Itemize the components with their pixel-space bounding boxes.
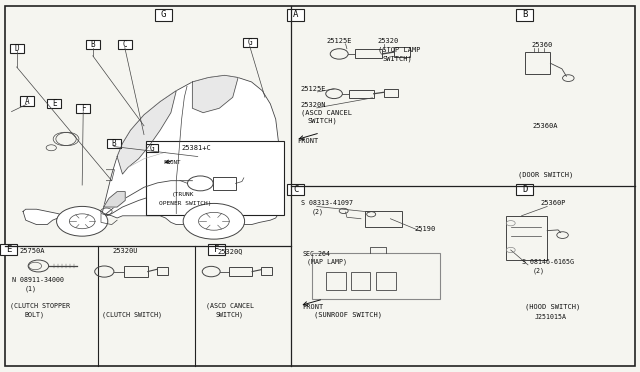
Text: G: G [150,144,155,153]
Polygon shape [23,187,278,225]
Bar [47,99,61,108]
Bar [76,104,90,113]
Text: (HOOD SWITCH): (HOOD SWITCH) [525,304,580,310]
Bar [326,272,346,290]
Bar [394,47,410,57]
Text: OPENER SWITCH): OPENER SWITCH) [159,201,211,206]
Text: (1): (1) [24,285,36,292]
Bar [118,40,132,49]
Text: SWITCH): SWITCH) [215,311,243,318]
Text: (2): (2) [533,267,545,274]
Polygon shape [101,75,278,218]
Text: F: F [81,104,86,113]
Text: (MAP LAMP): (MAP LAMP) [307,259,347,265]
Text: 25320Q: 25320Q [218,248,243,254]
Text: D: D [522,185,527,194]
Text: E: E [6,245,11,254]
Text: 25360P: 25360P [541,200,566,206]
Bar [355,49,382,58]
Bar [146,141,284,215]
Bar [376,272,396,290]
Bar [213,177,236,190]
Text: (2): (2) [312,208,324,215]
Text: A: A [293,10,298,19]
Text: SWITCH): SWITCH) [382,55,412,62]
Bar [287,184,304,195]
Text: (CLUTCH SWITCH): (CLUTCH SWITCH) [102,311,163,318]
Bar [0,244,17,255]
Polygon shape [193,75,238,113]
Text: G: G [161,10,166,19]
Bar [261,267,272,275]
Text: N 08911-34000: N 08911-34000 [12,277,63,283]
Text: (SUNROOF SWITCH): (SUNROOF SWITCH) [314,311,381,318]
Circle shape [183,203,244,239]
Bar [506,216,547,260]
Text: (STOP LAMP: (STOP LAMP [378,47,420,54]
Text: (CLUTCH STOPPER: (CLUTCH STOPPER [10,302,70,309]
Text: 25125E: 25125E [326,38,352,44]
Text: 25125E: 25125E [301,86,326,92]
Text: FRONT: FRONT [297,138,318,144]
Text: 25381+C: 25381+C [181,145,211,151]
Text: D: D [14,44,19,53]
Text: A: A [24,97,29,106]
Text: BOLT): BOLT) [24,311,44,318]
Text: 25190: 25190 [415,226,436,232]
Bar [312,253,440,299]
Text: B: B [111,139,116,148]
Polygon shape [104,192,125,207]
Bar [208,244,225,255]
Text: (ASCD CANCEL: (ASCD CANCEL [206,302,254,309]
Text: SWITCH): SWITCH) [307,118,337,124]
Text: B: B [90,40,95,49]
Text: E: E [52,99,57,108]
Text: C: C [293,185,298,194]
Bar [229,267,252,276]
Text: J251015A: J251015A [534,314,566,320]
Bar [525,52,550,74]
Text: 25320: 25320 [378,38,399,44]
Text: FRONT: FRONT [164,160,181,165]
Bar [287,9,304,20]
Text: S 08313-41097: S 08313-41097 [301,200,353,206]
Bar [155,9,172,20]
Bar [351,272,370,290]
Text: (TRUNK: (TRUNK [172,192,194,197]
Text: C: C [122,40,127,49]
Text: (ASCD CANCEL: (ASCD CANCEL [301,110,352,116]
Circle shape [56,206,108,236]
Bar [243,38,257,48]
Bar [516,9,533,20]
Text: 25360: 25360 [531,42,552,48]
Bar [384,89,398,97]
Polygon shape [117,91,176,174]
Text: 25320U: 25320U [112,248,138,254]
Text: SEC.264: SEC.264 [303,251,331,257]
Bar [124,266,148,277]
Bar [20,96,34,106]
Text: B: B [522,10,527,19]
Text: (DOOR SWITCH): (DOOR SWITCH) [518,171,573,178]
Bar [146,144,159,152]
Bar [86,40,100,49]
Bar [349,90,374,98]
Bar [107,139,121,148]
Text: 25320N: 25320N [301,102,326,108]
Bar [157,267,168,275]
Bar [10,44,24,53]
Text: F: F [214,245,219,254]
Text: G: G [247,38,252,47]
Text: 25360A: 25360A [532,124,558,129]
Text: 25750A: 25750A [19,248,45,254]
Bar [516,184,533,195]
Text: FRONT: FRONT [302,304,323,310]
Bar [365,211,402,227]
Text: S 08146-6165G: S 08146-6165G [522,259,573,265]
